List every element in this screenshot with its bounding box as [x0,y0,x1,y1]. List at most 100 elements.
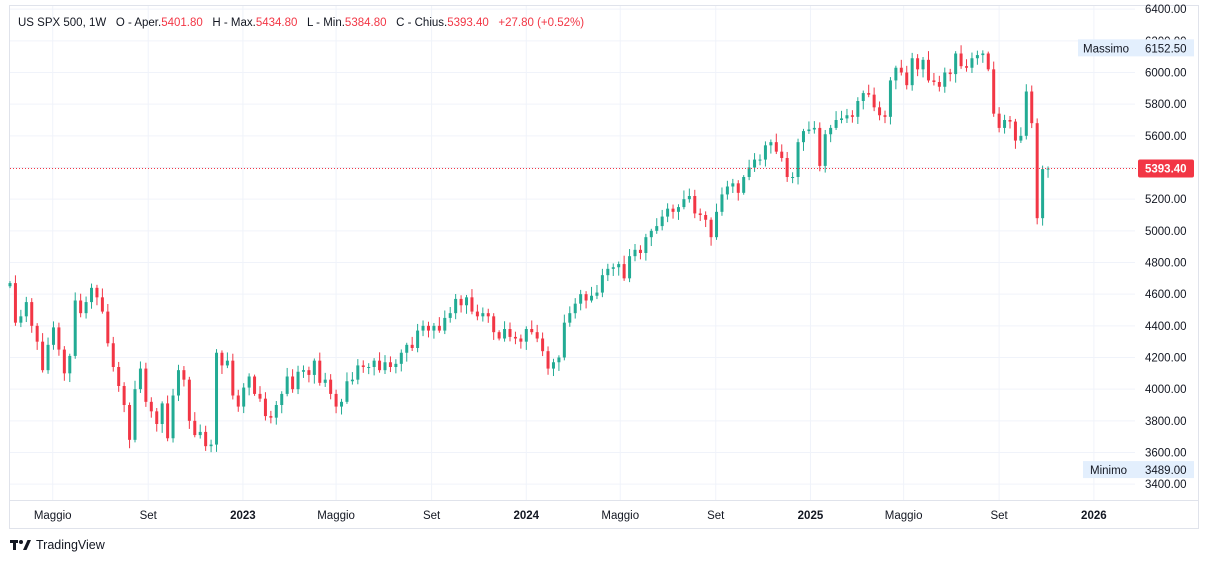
low-label: L - Min. [307,17,345,29]
candle-body [850,115,854,117]
candle-body [117,367,121,386]
candle [763,141,767,167]
candle-body [356,365,360,380]
candle [704,211,708,228]
candle-body [829,127,833,135]
candle-body [937,82,941,87]
candle [323,372,327,387]
candle-body [388,362,392,367]
candle [883,110,887,124]
candle-body [1019,135,1023,141]
close-value: 5393.40 [447,17,489,29]
candle-body [378,360,382,371]
candle-body [503,329,507,339]
candle [959,45,963,69]
candle-body [334,393,338,407]
candle-body [73,300,77,356]
candle [807,121,811,134]
candle [617,261,621,276]
open-value: 5401.80 [161,17,203,29]
candle-body [410,344,414,348]
candle-body [546,351,550,369]
candle [633,243,637,262]
candle-body [997,113,1001,128]
candle [644,233,648,261]
candle-body [791,177,795,178]
candle-body [437,325,441,331]
candle-body [628,256,632,279]
candle-body [590,295,594,301]
candle [144,362,148,407]
candle-body [291,376,295,390]
candle [231,353,235,400]
candle-body [383,362,387,371]
candle [378,352,382,373]
candle [247,373,251,396]
candle-body [878,107,882,116]
candle [943,67,947,93]
chart-area[interactable] [9,5,1199,529]
candle [687,188,691,203]
candle [263,392,267,421]
candle-body [51,327,55,345]
candle-body [361,365,365,367]
candle [1008,116,1012,129]
candle-body [725,186,729,195]
x-tick-label: 2025 [798,510,824,522]
high-value: 5434.80 [255,17,298,29]
candle [557,355,561,371]
candle-body [568,313,572,323]
candle-body [551,362,555,369]
y-tick-label: 3400.00 [1145,479,1187,491]
candle [399,349,403,372]
candle-body [698,213,702,215]
candle-body [834,120,838,128]
candle [133,380,137,443]
candle-body [242,387,246,407]
candle-body [905,72,909,86]
candle [568,306,572,327]
candle-body [720,194,724,212]
y-tick-label: 5600.00 [1145,131,1187,143]
candle-body [220,352,224,366]
candle [937,75,941,92]
candle [334,389,338,414]
candle [975,50,979,65]
candle [253,374,257,396]
candle [51,321,55,350]
candle-body [454,298,458,314]
x-tick-label: Set [423,510,441,522]
candle [671,204,675,219]
close-label: C - Chius. [396,17,448,29]
candle [448,306,452,323]
candle-body [872,94,876,108]
candle [198,424,202,439]
candle [829,124,833,143]
candle-body [671,208,675,212]
candle [106,303,110,347]
candle-body [774,142,778,152]
candle [921,56,925,78]
candle [269,410,273,424]
candle [611,263,615,276]
ohlc-legend: US SPX 500, 1W O - Aper.5401.80 H - Max.… [18,17,584,29]
candle [579,289,583,311]
candle-body [253,376,257,394]
y-tick-label: 5000.00 [1145,226,1187,238]
candle-body [100,297,104,312]
candle [220,350,224,374]
candle-body [660,216,664,227]
footer-brand[interactable]: TradingView [36,538,105,552]
candle [410,336,414,352]
candle [394,359,398,374]
candle [715,203,719,240]
candle [638,245,642,260]
candle-body [622,264,626,279]
candle [747,159,751,181]
candle-body [655,226,659,231]
candle [122,382,126,413]
candle [1035,118,1039,225]
candle [372,358,376,376]
candle [850,110,854,123]
